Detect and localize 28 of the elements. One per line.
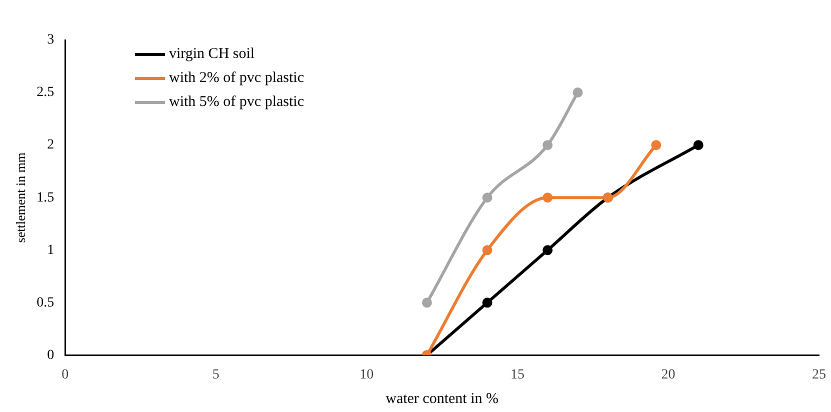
y-tick-label: 0 bbox=[47, 348, 54, 363]
y-axis-title: settlement in mm bbox=[13, 152, 28, 243]
point bbox=[693, 140, 704, 150]
x-tick-label: 10 bbox=[360, 367, 374, 382]
point bbox=[482, 298, 492, 308]
y-tick-label: 2.5 bbox=[36, 85, 54, 100]
x-tick-label: 0 bbox=[62, 367, 69, 382]
point bbox=[542, 192, 553, 203]
x-tick-label: 20 bbox=[661, 367, 676, 382]
x-tick-label: 5 bbox=[212, 367, 220, 382]
legend-label: with 2% of pvc plastic bbox=[169, 70, 304, 86]
point bbox=[542, 140, 553, 150]
y-tick-label: 3 bbox=[47, 32, 54, 48]
legend-label: virgin CH soil bbox=[169, 46, 255, 62]
point bbox=[482, 245, 492, 256]
point bbox=[482, 192, 492, 203]
point bbox=[572, 88, 583, 98]
y-tick-label: 1 bbox=[47, 242, 54, 258]
y-tick-label: 2 bbox=[47, 138, 54, 153]
x-tick-label: 15 bbox=[510, 367, 524, 382]
point bbox=[542, 245, 553, 256]
y-tick-label: 1.5 bbox=[36, 190, 54, 206]
y-tick-label: 0.5 bbox=[36, 295, 54, 310]
legend-label: with 5% of pvc plastic bbox=[169, 94, 304, 110]
x-axis-title: water content in % bbox=[386, 390, 498, 407]
point bbox=[651, 140, 662, 150]
point bbox=[422, 298, 432, 308]
x-tick-label: 25 bbox=[812, 367, 826, 382]
